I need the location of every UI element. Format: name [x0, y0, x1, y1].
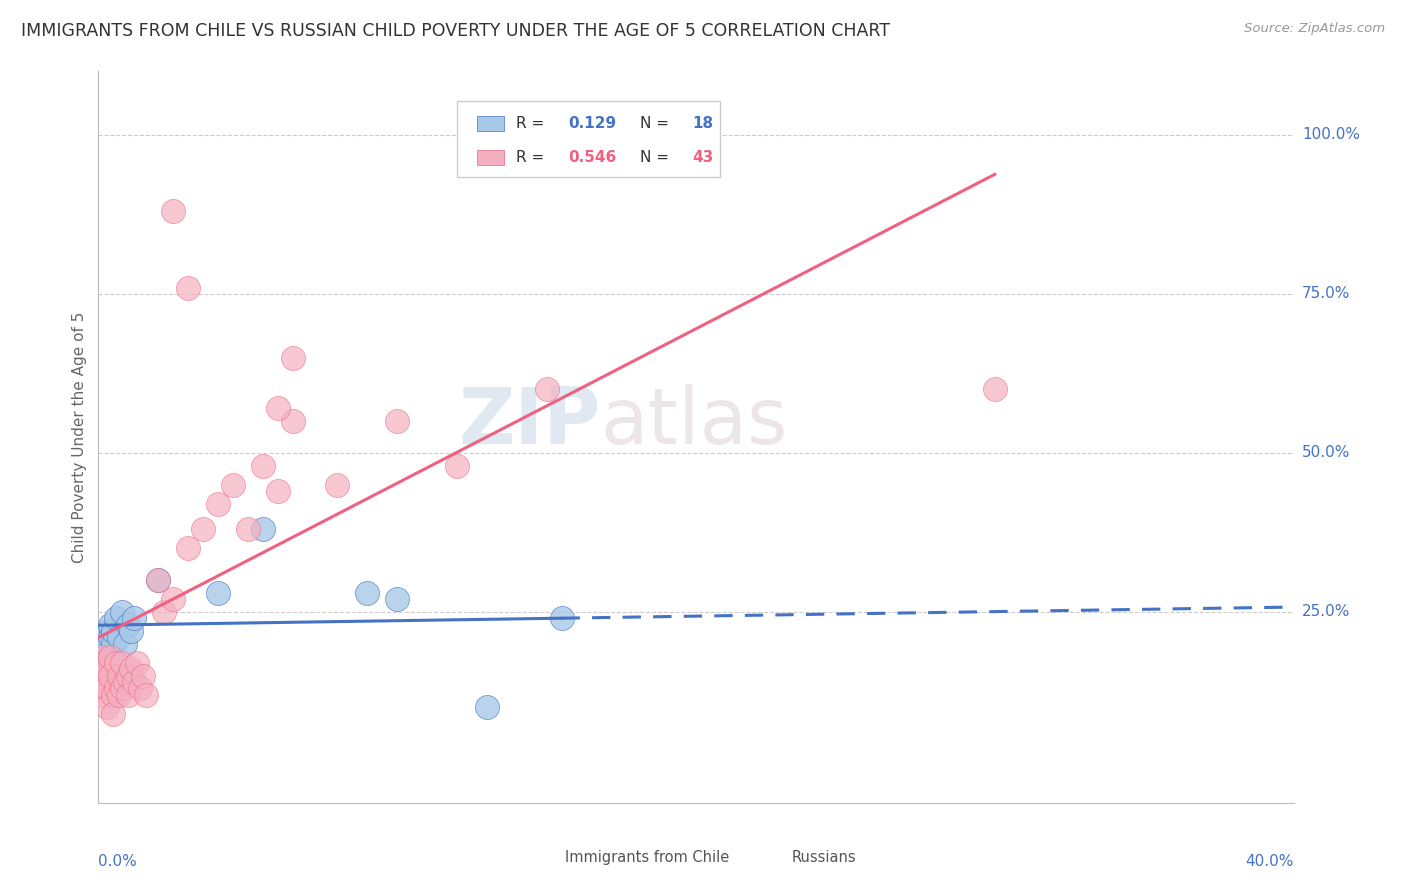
Point [177, 280, 200, 294]
Text: N =: N = [640, 116, 673, 131]
Point [267, 484, 290, 499]
Point [475, 700, 498, 714]
Point [356, 586, 378, 600]
Text: R =: R = [516, 150, 548, 165]
Point [108, 668, 131, 682]
Point [105, 656, 128, 670]
Point [124, 675, 146, 690]
Point [120, 624, 142, 638]
Text: 40.0%: 40.0% [1246, 854, 1294, 869]
Text: 25.0%: 25.0% [1302, 605, 1350, 619]
Text: 50.0%: 50.0% [1302, 445, 1350, 460]
Point [93, 656, 115, 670]
Point [98, 617, 122, 632]
Point [105, 681, 128, 696]
Point [162, 592, 184, 607]
Point [111, 605, 134, 619]
Point [103, 637, 125, 651]
FancyBboxPatch shape [457, 101, 720, 178]
Point [385, 414, 409, 428]
Text: 43: 43 [692, 150, 714, 165]
Point [96, 700, 118, 714]
Point [96, 637, 118, 651]
Point [162, 204, 184, 219]
Point [96, 624, 118, 638]
Point [98, 668, 122, 682]
Point [446, 458, 468, 473]
Point [127, 656, 149, 670]
Text: 0.546: 0.546 [568, 150, 616, 165]
Point [117, 688, 139, 702]
FancyBboxPatch shape [749, 849, 779, 866]
Text: Source: ZipAtlas.com: Source: ZipAtlas.com [1244, 22, 1385, 36]
Point [129, 681, 152, 696]
Point [96, 662, 118, 676]
Point [103, 706, 125, 721]
FancyBboxPatch shape [477, 150, 503, 165]
Point [153, 605, 176, 619]
Point [111, 656, 134, 670]
Point [536, 383, 558, 397]
Point [135, 688, 157, 702]
Point [105, 611, 128, 625]
Point [108, 631, 131, 645]
Text: Russians: Russians [792, 850, 856, 865]
Point [550, 611, 572, 625]
Point [124, 611, 146, 625]
Text: 0.129: 0.129 [568, 116, 616, 131]
Point [191, 522, 214, 536]
Point [108, 688, 131, 702]
Text: N =: N = [640, 150, 673, 165]
Text: 75.0%: 75.0% [1302, 286, 1350, 301]
Point [90, 637, 112, 651]
Point [267, 401, 290, 416]
FancyBboxPatch shape [523, 849, 553, 866]
Point [281, 351, 304, 365]
Point [120, 662, 142, 676]
Point [98, 649, 122, 664]
Point [93, 631, 115, 645]
Text: 18: 18 [692, 116, 713, 131]
Point [252, 458, 274, 473]
Text: R =: R = [516, 116, 548, 131]
FancyBboxPatch shape [477, 117, 503, 131]
Point [148, 573, 170, 587]
Text: IMMIGRANTS FROM CHILE VS RUSSIAN CHILD POVERTY UNDER THE AGE OF 5 CORRELATION CH: IMMIGRANTS FROM CHILE VS RUSSIAN CHILD P… [21, 22, 890, 40]
Point [207, 586, 229, 600]
Point [90, 668, 112, 682]
Point [111, 681, 134, 696]
Point [93, 643, 115, 657]
Point [236, 522, 259, 536]
Text: Immigrants from Chile: Immigrants from Chile [565, 850, 728, 865]
Point [90, 688, 112, 702]
Point [326, 477, 349, 491]
Point [114, 675, 136, 690]
Point [90, 649, 112, 664]
Text: ZIP: ZIP [458, 384, 600, 460]
Y-axis label: Child Poverty Under the Age of 5: Child Poverty Under the Age of 5 [72, 311, 87, 563]
Point [222, 477, 245, 491]
Point [117, 668, 139, 682]
Text: 0.0%: 0.0% [98, 854, 138, 869]
Point [98, 631, 122, 645]
Point [103, 688, 125, 702]
Point [252, 522, 274, 536]
Point [103, 624, 125, 638]
Point [117, 617, 139, 632]
Point [93, 675, 115, 690]
Point [114, 637, 136, 651]
Point [207, 497, 229, 511]
Point [385, 592, 409, 607]
Point [984, 383, 1007, 397]
Point [148, 573, 170, 587]
Point [281, 414, 304, 428]
Point [177, 541, 200, 556]
Point [132, 668, 155, 682]
Text: atlas: atlas [600, 384, 787, 460]
Point [96, 681, 118, 696]
Text: 100.0%: 100.0% [1302, 128, 1360, 143]
